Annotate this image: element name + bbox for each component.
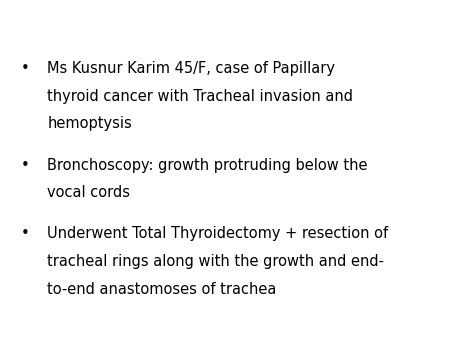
Text: thyroid cancer with Tracheal invasion and: thyroid cancer with Tracheal invasion an… xyxy=(47,89,353,103)
Text: tracheal rings along with the growth and end-: tracheal rings along with the growth and… xyxy=(47,254,384,269)
Text: •: • xyxy=(20,226,29,241)
Text: •: • xyxy=(20,158,29,172)
Text: •: • xyxy=(20,61,29,76)
Text: hemoptysis: hemoptysis xyxy=(47,116,132,131)
Text: Underwent Total Thyroidectomy + resection of: Underwent Total Thyroidectomy + resectio… xyxy=(47,226,388,241)
Text: to-end anastomoses of trachea: to-end anastomoses of trachea xyxy=(47,282,277,297)
Text: vocal cords: vocal cords xyxy=(47,185,130,200)
Text: Ms Kusnur Karim 45/F, case of Papillary: Ms Kusnur Karim 45/F, case of Papillary xyxy=(47,61,335,76)
Text: Bronchoscopy: growth protruding below the: Bronchoscopy: growth protruding below th… xyxy=(47,158,368,172)
